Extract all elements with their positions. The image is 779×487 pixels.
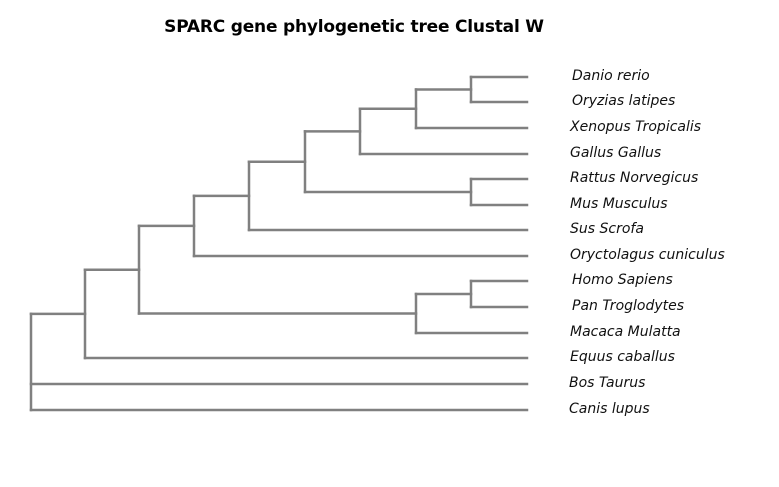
tree-branches (29, 75, 529, 412)
taxon-label: Danio rerio (572, 68, 650, 84)
taxon-labels: Danio rerio Oryzias latipes Xenopus Tropic… (569, 68, 725, 417)
taxon-label: Xenopus Tropicalis (569, 119, 701, 135)
taxon-label: Mus Musculus (570, 196, 668, 212)
taxon-label: Equus caballus (570, 349, 675, 365)
taxon-label: Bos Taurus (569, 375, 645, 391)
taxon-label: Homo Sapiens (572, 272, 673, 288)
taxon-label: Rattus Norvegicus (570, 170, 698, 186)
taxon-label: Canis lupus (569, 401, 650, 417)
tree-title: SPARC gene phylogenetic tree Clustal W (164, 17, 544, 37)
taxon-label: Oryctolagus cuniculus (570, 247, 725, 263)
taxon-label: Sus Scrofa (570, 221, 644, 237)
taxon-label: Gallus Gallus (570, 145, 661, 161)
taxon-label: Pan Troglodytes (572, 298, 684, 314)
taxon-label: Oryzias latipes (572, 93, 675, 109)
taxon-label: Macaca Mulatta (570, 324, 681, 340)
